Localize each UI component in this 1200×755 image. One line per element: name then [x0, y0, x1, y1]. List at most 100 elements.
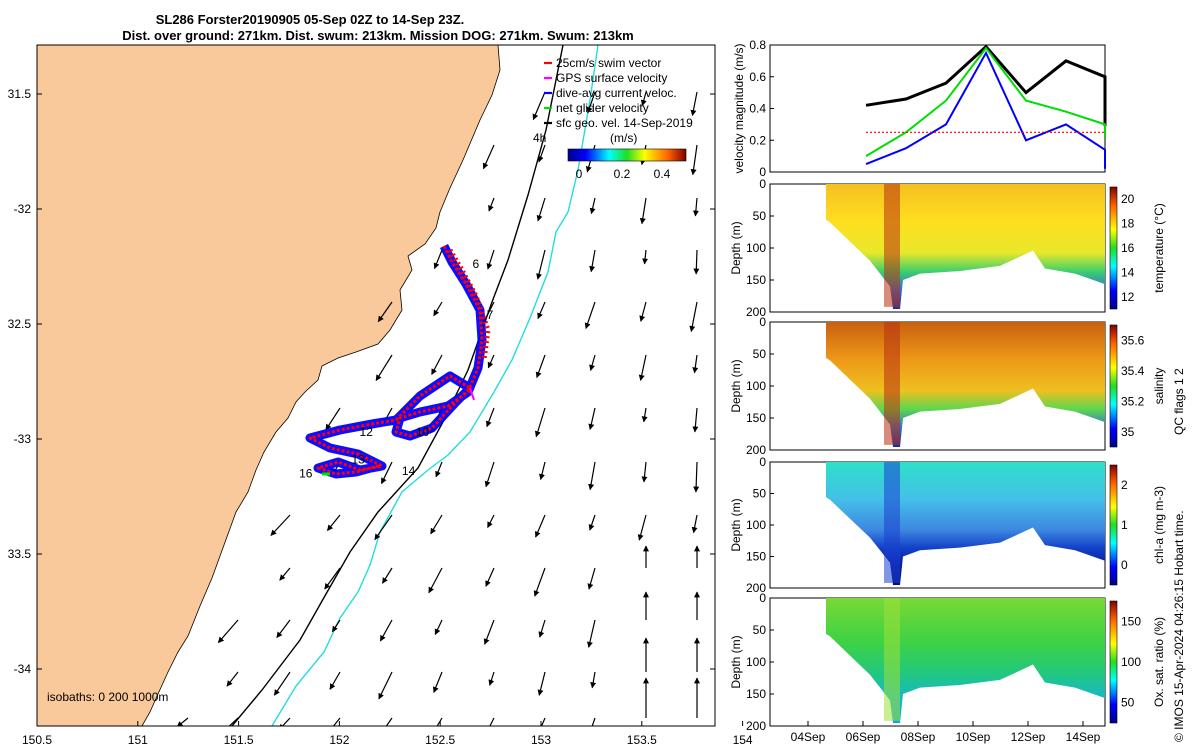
- chla-colorbar: [1109, 464, 1118, 586]
- current-vector-arrow: [641, 407, 648, 423]
- panel-salinity: 0 50 100 150 200 Depth (m) 35 35.2 35.4 35.6 salin…: [729, 315, 1166, 457]
- current-vector-arrow: [539, 461, 546, 481]
- current-vector-arrow: [433, 249, 443, 270]
- salinity-colorbar-tick: 35.2: [1121, 394, 1145, 408]
- current-vector-arrow: [226, 671, 239, 687]
- depth-tick-label: 100: [746, 241, 766, 255]
- current-vector-arrow: [489, 717, 495, 726]
- current-vector-arrow: [484, 461, 495, 488]
- panel-chla: 0 50 100 150 200 Depth (m) 0 1 2 chl-a (mg m-3): [729, 455, 1166, 595]
- map-lon-ticks: 150.5 151 151.5 152 152.5 153 153.5 154: [22, 721, 753, 747]
- track-day-label: 14: [402, 464, 416, 478]
- gps-surface-velocity-arrow: [469, 387, 475, 401]
- current-vector-arrow: [590, 671, 597, 689]
- current-vector-arrow: [693, 461, 700, 493]
- lat-tick-label: 33.5: [8, 547, 32, 561]
- depth-tick-label: 100: [746, 518, 766, 532]
- oxygen-y-label: Depth (m): [729, 635, 743, 688]
- current-vector-arrow: [638, 354, 647, 382]
- current-vector-arrow: [639, 197, 647, 225]
- current-vector-arrow: [537, 144, 546, 163]
- current-vector-arrow: [534, 407, 546, 438]
- current-vector-arrow: [589, 354, 596, 371]
- current-vector-arrow: [378, 671, 393, 700]
- legend-label: sfc geo. vel. 14-Sep-2019: [556, 116, 693, 130]
- current-vector-arrow: [325, 407, 341, 431]
- current-vector-arrow: [587, 567, 596, 590]
- current-vector-arrow: [533, 567, 546, 597]
- current-vector-arrow: [690, 144, 698, 176]
- depth-tick-label: 150: [746, 687, 766, 701]
- legend-label: 25cm/s swim vector: [556, 56, 661, 70]
- depth-tick-label: 0: [759, 455, 766, 469]
- depth-tick-label: 50: [753, 487, 767, 501]
- legend-4h-marker: 4h: [533, 131, 546, 145]
- depth-tick-label: 50: [753, 347, 767, 361]
- current-vector-arrow: [535, 354, 546, 379]
- velocity-series-line: [865, 46, 1106, 157]
- depth-tick-label: 200: [746, 443, 766, 457]
- current-vector-arrow: [487, 514, 495, 529]
- depth-tick-label: 0: [759, 591, 766, 605]
- track-day-labels: 6 7 12 10 13 14 16: [299, 257, 493, 480]
- lon-tick-label: 151: [128, 733, 148, 747]
- current-vector-arrow: [693, 249, 700, 275]
- depth-tick-label: 200: [746, 581, 766, 595]
- current-vector-arrow: [430, 514, 443, 535]
- chla-core-streak: [884, 462, 900, 583]
- current-vector-arrow: [435, 461, 443, 478]
- time-tick-label: 12Sep: [1011, 730, 1046, 744]
- temperature-colorbar-tick: 20: [1121, 192, 1135, 206]
- current-vector-arrow: [331, 619, 341, 633]
- current-vector-arrow: [537, 301, 546, 320]
- current-vector-arrow: [482, 144, 495, 170]
- current-vector-arrow: [377, 301, 393, 323]
- credit-text: © IMOS 15-Apr-2024 04:26:15 Hobart time.: [1172, 510, 1186, 742]
- current-vector-arrow: [273, 671, 291, 696]
- oxygen-colorbar: [1109, 600, 1118, 724]
- current-vector-arrow: [324, 567, 341, 590]
- map-panel: 6 7 12 10 13 14 16 31.5 -32 32.5 -33 33.5 -34 150.5…: [8, 44, 753, 747]
- current-vector-arrow: [431, 354, 443, 375]
- legend-label: dive-avg current veloc.: [556, 86, 677, 100]
- isobath-1000-line: [271, 45, 599, 726]
- lat-tick-label: 31.5: [8, 87, 32, 101]
- time-tick-label: 04Sep: [791, 730, 826, 744]
- current-vector-arrow: [537, 671, 546, 696]
- current-vector-arrow: [332, 717, 341, 726]
- current-vector-arrow: [486, 249, 495, 270]
- current-vector-arrow: [689, 301, 698, 333]
- depth-tick-label: 150: [746, 550, 766, 564]
- salinity-colorbar-tick: 35: [1121, 425, 1135, 439]
- depth-tick-label: 0: [759, 177, 766, 191]
- current-vector-arrow: [540, 717, 546, 726]
- current-vector-arrow: [584, 301, 596, 330]
- salinity-colorbar: [1109, 324, 1118, 448]
- current-vector-arrow: [329, 671, 341, 690]
- current-vector-arrow: [278, 717, 291, 726]
- time-tick-label: 10Sep: [956, 730, 991, 744]
- current-vector-arrow: [692, 354, 699, 374]
- track-day-label: 7: [487, 308, 494, 322]
- depth-tick-label: 50: [753, 623, 767, 637]
- oxygen-core-streak: [884, 598, 900, 721]
- temperature-colorbar-tick: 16: [1121, 241, 1135, 255]
- current-vector-arrow: [532, 91, 546, 121]
- current-vector-arrow: [637, 514, 647, 541]
- chla-colorbar-tick: 2: [1121, 478, 1128, 492]
- temperature-colorbar-tick: 12: [1121, 290, 1135, 304]
- current-vector-arrow: [691, 514, 698, 534]
- oxygen-colorbar-tick: 150: [1121, 614, 1141, 628]
- velocity-y-label: velocity magnitude (m/s): [732, 43, 746, 173]
- time-tick-label: 08Sep: [901, 730, 936, 744]
- current-vector-arrow: [432, 671, 443, 693]
- depth-tick-label: 150: [746, 411, 766, 425]
- speed-colorbar-ticks: 0 0.2 0.4: [576, 167, 671, 181]
- current-vector-arrow: [536, 249, 546, 280]
- current-vector-arrow: [641, 461, 648, 483]
- current-vector-arrow: [270, 514, 291, 536]
- current-vector-arrow: [642, 249, 649, 265]
